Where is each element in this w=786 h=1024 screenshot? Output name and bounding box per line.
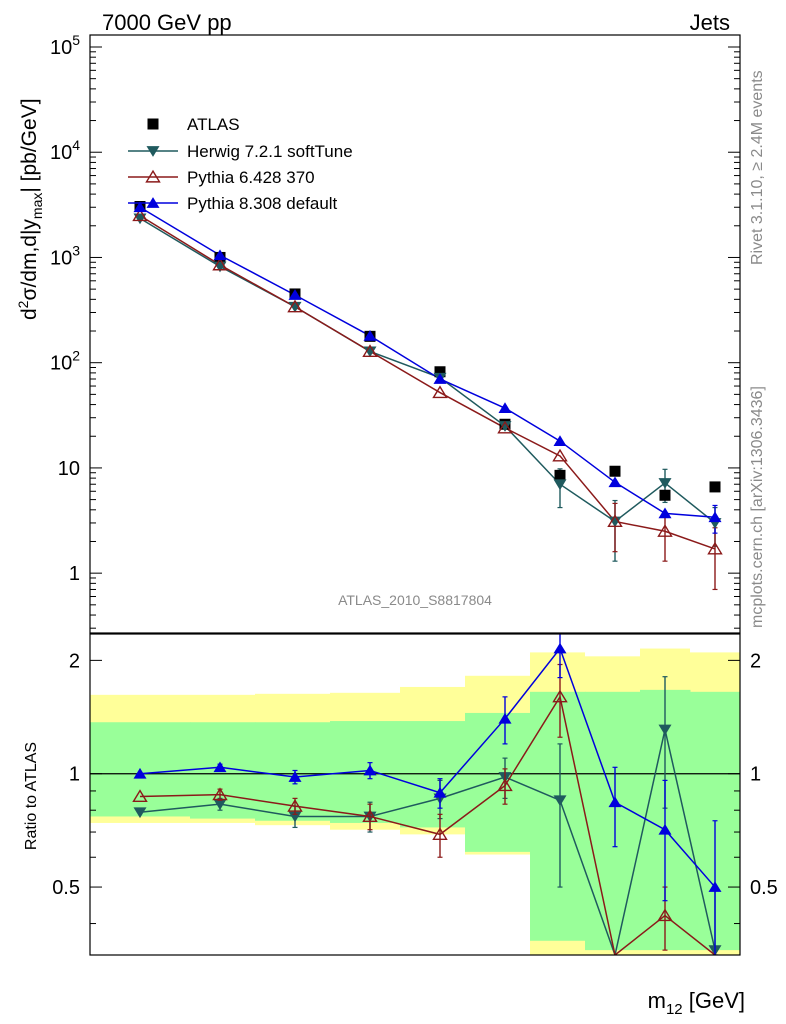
ratio-plot-area [90,634,740,955]
point-pythia8 [213,249,227,261]
ratio-line-pythia6 [139,694,716,955]
point-atlas [609,465,621,477]
point-pythia6 [552,448,568,462]
ratio-panel: 0.5 0.5 1 1 2 2 [52,633,778,956]
point-pythia6 [212,257,228,271]
ratio-line-pythia8 [139,647,716,888]
point-atlas [554,469,566,481]
legend-label-pythia6: Pythia 6.428 370 [187,168,315,187]
point-herwig [658,478,672,489]
ytick-label: 1 [69,563,80,585]
ratio-point-herwig [213,799,227,811]
ratio-point-pythia6 [432,827,448,840]
point-pythia6 [287,299,303,313]
legend-marker-pythia8 [146,197,160,208]
point-herwig [363,346,377,358]
point-atlas [709,481,721,493]
point-pythia8 [608,476,622,488]
point-pythia6 [657,524,673,537]
ytick-label: 104 [50,137,80,164]
ratio-point-herwig [553,795,567,807]
band-inner [585,691,641,951]
band-inner [465,712,531,852]
ratio-point-pythia8 [213,761,227,773]
point-pythia8 [553,435,567,446]
mcplots-label: mcplots.cern.ch [arXiv:1306.3436] [749,386,766,628]
point-pythia8 [288,289,302,300]
main-frame [89,34,741,634]
ratio-point-pythia6 [287,798,303,812]
point-pythia6 [432,385,448,399]
ratio-ylabel: Ratio to ATLAS [23,742,40,850]
main-ylabel: d2σ/dm,d|ymax| [pb/GeV] [15,98,45,320]
ratio-point-pythia8 [363,764,377,776]
legend-label-herwig: Herwig 7.2.1 softTune [187,142,353,161]
legend-label-atlas: ATLAS [187,115,240,134]
ratio-frame [89,633,741,956]
ratio-point-pythia6 [362,809,378,823]
ratio-point-pythia6 [497,778,513,792]
ratio-point-pythia6 [657,908,673,922]
legend-marker-pythia6 [145,169,161,183]
ratio-point-pythia8 [553,642,567,654]
point-pythia8 [498,402,512,414]
main-panel: 1 10 102 103 104 105 [50,32,741,634]
point-herwig [288,301,302,313]
ratio-ytick-label: 1 [69,764,80,786]
ratio-ytick-label: 0.5 [52,877,80,899]
legend-marker-atlas [147,118,159,130]
legend: ATLAS Herwig 7.2.1 softTune Pythia 6.428 3… [128,115,353,213]
ratio-point-pythia8 [608,796,622,808]
ratio-point-pythia6 [552,689,568,703]
legend-label-pythia8: Pythia 8.308 default [187,194,338,213]
ratio-point-pythia6 [212,787,228,801]
xlabel: m12 [GeV] [648,988,745,1018]
ratio-point-pythia8 [288,771,302,782]
ratio-point-herwig [133,807,147,819]
point-pythia6 [362,344,378,357]
ratio-ytick-label: 2 [69,650,80,672]
ytick-label: 105 [50,32,80,59]
legend-marker-herwig [146,146,160,157]
ratio-point-herwig [288,811,302,823]
ratio-point-pythia8 [658,823,672,835]
point-pythia6 [497,420,513,434]
ratio-line-herwig [139,729,716,955]
ytick-label: 10 [58,458,80,480]
ratio-ytick-label-right: 1 [750,764,761,786]
ytick-label: 102 [50,348,80,375]
point-pythia8 [133,201,147,213]
ytick-label: 103 [50,242,80,269]
ratio-point-pythia8 [708,881,722,892]
point-pythia6 [132,208,148,222]
point-atlas [434,366,446,378]
point-atlas [659,489,671,501]
point-pythia6 [607,514,623,528]
band-inner [530,691,586,941]
series-line-pythia8 [139,206,716,518]
point-herwig [608,516,622,528]
ratio-point-pythia8 [498,712,512,724]
ratio-point-herwig [658,724,672,736]
point-pythia8 [363,329,377,341]
point-pythia8 [433,373,447,384]
rivet-version-label: Rivet 3.1.10, ≥ 2.4M events [749,70,766,265]
header-right: Jets [690,10,730,35]
ratio-point-pythia6 [132,789,148,803]
analysis-label: ATLAS_2010_S8817804 [338,592,492,608]
point-herwig [553,479,567,491]
point-herwig [498,421,512,432]
ratio-point-pythia8 [133,767,147,779]
band-inner [330,721,401,823]
point-pythia6 [707,541,723,555]
point-pythia8 [658,507,672,519]
ratio-ytick-label-right: 0.5 [750,877,778,899]
ratio-ytick-label-right: 2 [750,650,761,672]
ratio-point-pythia8 [433,786,447,798]
series-line-pythia6 [139,214,716,550]
header-left: 7000 GeV pp [102,10,232,35]
point-pythia8 [708,511,722,523]
